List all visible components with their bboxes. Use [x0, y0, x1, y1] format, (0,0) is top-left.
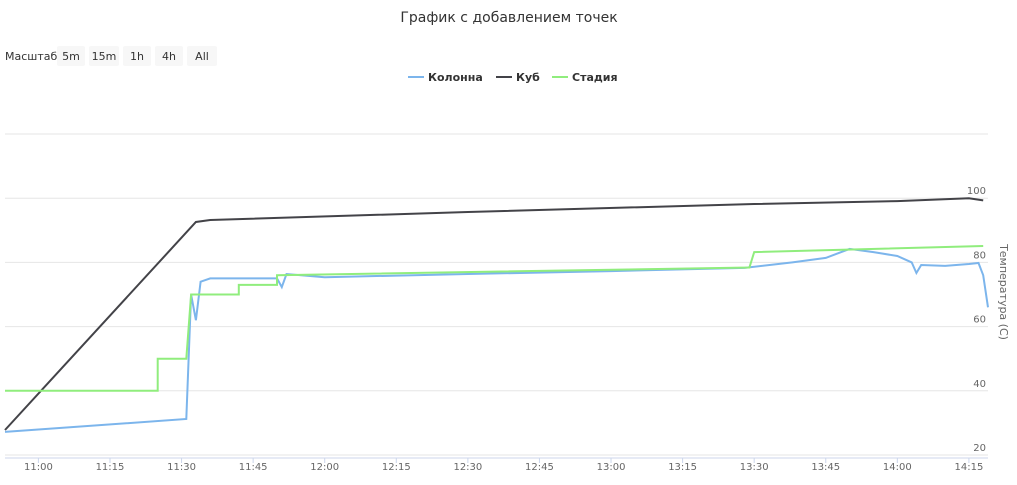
x-tick-label: 11:00: [24, 462, 53, 473]
x-tick-label: 13:45: [811, 462, 840, 473]
range-button-bg[interactable]: [123, 46, 151, 66]
series-line: [4, 247, 989, 433]
range-button-bg[interactable]: [89, 46, 119, 66]
range-buttons: 5m 15m 1h 4h All: [57, 46, 217, 66]
range-button-label[interactable]: 15m: [92, 50, 117, 63]
x-tick-label: 14:15: [954, 462, 983, 473]
y-tick-label: 20: [973, 443, 986, 454]
x-tick-label: 13:15: [668, 462, 697, 473]
range-button-bg[interactable]: [187, 46, 217, 66]
chart-title: График с добавлением точек: [400, 10, 617, 26]
x-tick-label: 13:00: [597, 462, 626, 473]
range-button-label[interactable]: All: [195, 50, 209, 63]
y-tick-label: 100: [967, 186, 986, 197]
range-button-bg[interactable]: [57, 46, 85, 66]
x-tick-label: 11:45: [239, 462, 268, 473]
y-tick-label: 60: [973, 315, 986, 326]
x-tick-label: 12:45: [525, 462, 554, 473]
range-button[interactable]: 5m: [57, 46, 85, 66]
legend-label: Куб: [516, 71, 540, 84]
y-tick-label: 80: [973, 250, 986, 261]
series-line: [5, 245, 984, 392]
range-button[interactable]: All: [187, 46, 217, 66]
range-button-label[interactable]: 5m: [62, 50, 80, 63]
x-tick-label: 11:30: [167, 462, 196, 473]
x-tick-label: 12:00: [310, 462, 339, 473]
y-tick-label: 40: [973, 379, 986, 390]
range-label: Масштаб: [5, 50, 57, 63]
range-button-label[interactable]: 4h: [162, 50, 176, 63]
y-axis-title: Температура (С): [997, 243, 1010, 340]
x-tick-label: 12:30: [453, 462, 482, 473]
range-button-label[interactable]: 1h: [130, 50, 144, 63]
x-tick-label: 11:15: [96, 462, 125, 473]
range-button-bg[interactable]: [155, 46, 183, 66]
legend: Колонна Куб Стадия: [408, 71, 618, 84]
x-tick-label: 12:15: [382, 462, 411, 473]
x-tick-label: 13:30: [740, 462, 769, 473]
range-button[interactable]: 15m: [89, 46, 119, 66]
x-tick-label: 14:00: [883, 462, 912, 473]
range-button[interactable]: 4h: [155, 46, 183, 66]
range-button[interactable]: 1h: [123, 46, 151, 66]
series-line: [4, 197, 984, 431]
legend-label: Стадия: [572, 71, 618, 84]
legend-label: Колонна: [428, 71, 483, 84]
